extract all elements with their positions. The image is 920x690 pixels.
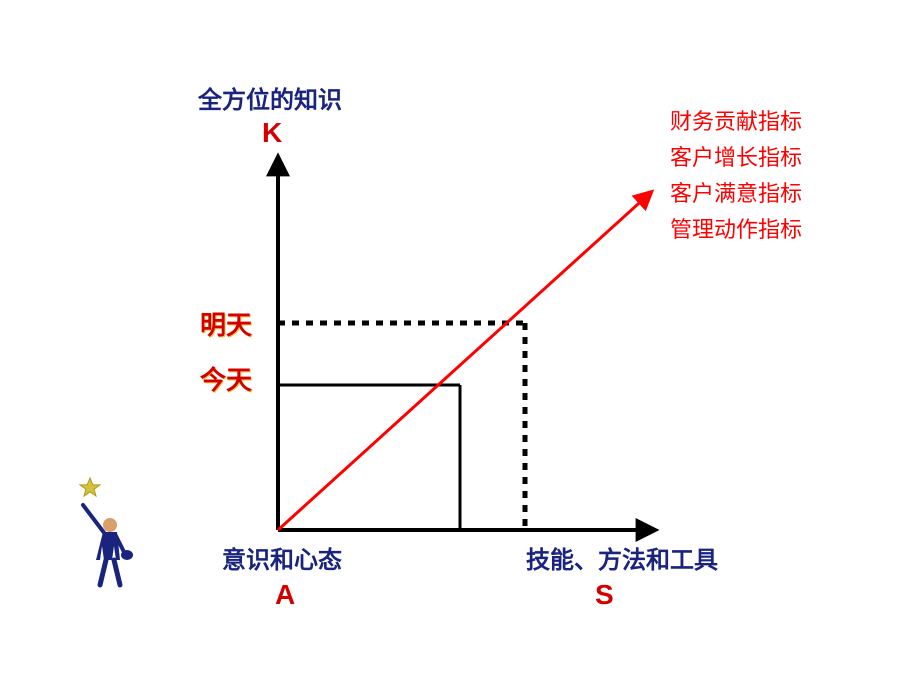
diagram-stage: 全方位的知识 K 意识和心态 A 技能、方法和工具 S 明天 今天 财务贡献指标… (0, 0, 920, 690)
indicator-list: 财务贡献指标 客户增长指标 客户满意指标 管理动作指标 (670, 110, 802, 254)
diagonal-arrow (278, 195, 648, 530)
x-axis-title-left: 意识和心态 (222, 548, 342, 574)
star-icon (80, 478, 100, 496)
indicator-item: 管理动作指标 (670, 218, 802, 254)
tomorrow-label: 明天 (200, 311, 252, 340)
x-axis-letter-a: A (275, 580, 295, 611)
indicator-item: 客户满意指标 (670, 182, 802, 218)
y-axis-letter: K (262, 118, 282, 149)
x-axis-title-right: 技能、方法和工具 (526, 548, 718, 574)
today-label: 今天 (200, 366, 252, 395)
diagram-svg (0, 0, 920, 690)
y-axis-title: 全方位的知识 (198, 88, 342, 114)
person-icon (80, 478, 133, 585)
indicator-item: 客户增长指标 (670, 146, 802, 182)
x-axis-letter-s: S (595, 580, 614, 611)
indicator-item: 财务贡献指标 (670, 110, 802, 146)
